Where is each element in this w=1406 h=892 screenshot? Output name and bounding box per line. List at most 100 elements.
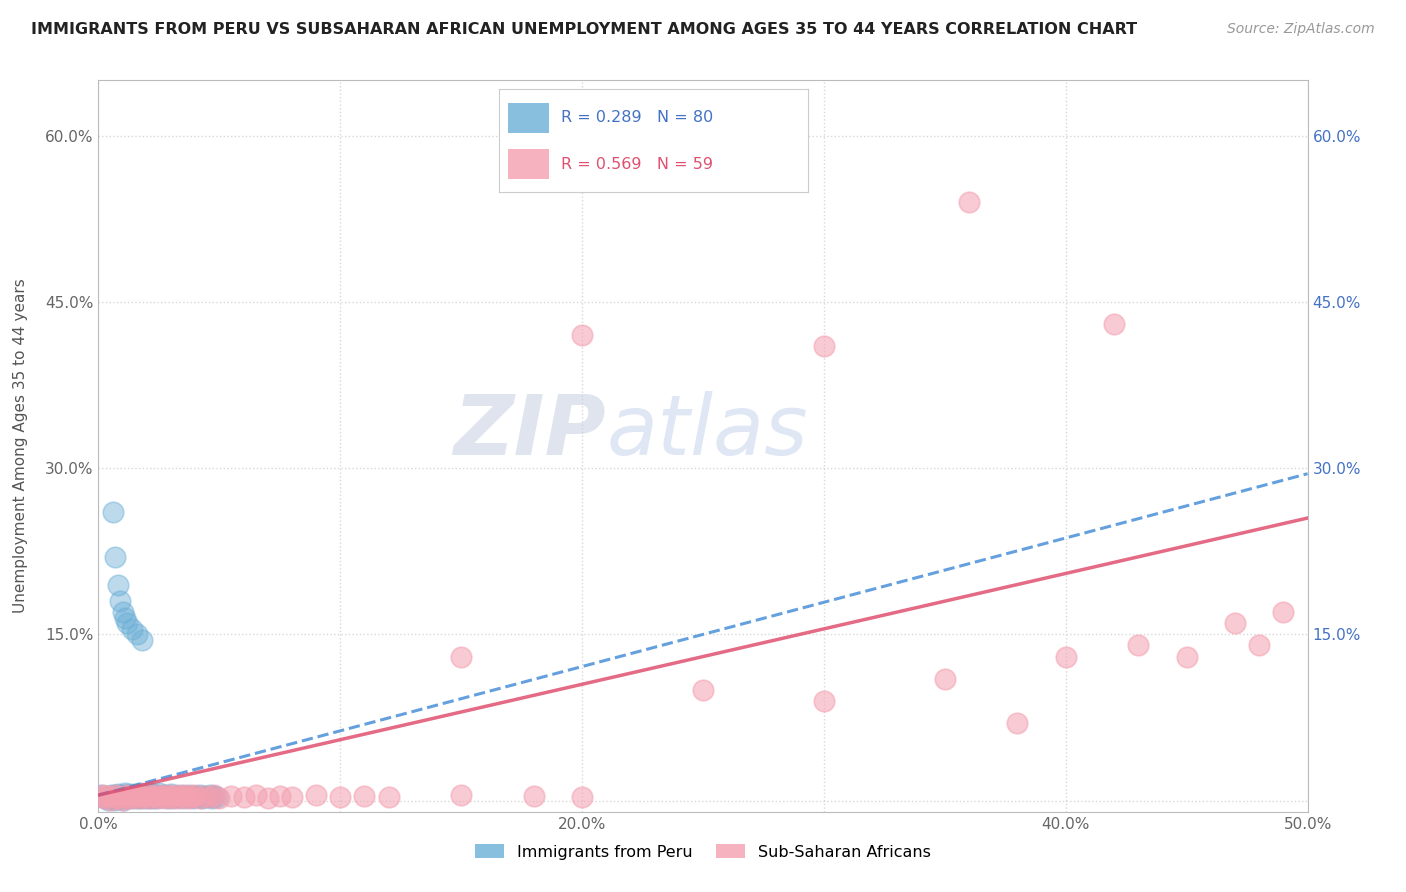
Point: [90, 790, 112, 805]
Text: R = 0.289   N = 80: R = 0.289 N = 80: [561, 111, 713, 126]
Point: [135, 788, 157, 802]
Point: [305, 788, 328, 802]
Point: [127, 788, 149, 802]
Point: [191, 791, 214, 805]
Point: [1128, 639, 1150, 653]
Point: [111, 792, 134, 806]
Point: [117, 616, 139, 631]
Point: [101, 506, 124, 520]
Point: [194, 789, 217, 804]
Point: [100, 790, 122, 805]
Point: [114, 786, 136, 800]
Point: [124, 787, 146, 801]
Point: [94, 791, 117, 805]
Point: [114, 790, 136, 805]
Point: [141, 788, 163, 802]
Point: [232, 790, 254, 805]
Point: [692, 682, 714, 697]
Point: [114, 790, 136, 805]
Text: ZIP: ZIP: [454, 391, 606, 472]
Point: [150, 789, 173, 804]
Point: [107, 787, 129, 801]
Point: [813, 339, 835, 353]
Point: [188, 788, 211, 802]
Point: [128, 790, 150, 805]
Point: [117, 788, 139, 802]
Point: [108, 791, 131, 805]
Legend: Immigrants from Peru, Sub-Saharan Africans: Immigrants from Peru, Sub-Saharan Africa…: [468, 838, 938, 866]
Point: [957, 195, 980, 210]
Point: [162, 791, 184, 805]
Point: [128, 786, 150, 800]
Point: [165, 788, 187, 802]
Point: [934, 672, 956, 686]
Point: [111, 605, 134, 619]
Point: [107, 790, 129, 805]
Point: [1007, 716, 1029, 731]
Y-axis label: Unemployment Among Ages 35 to 44 years: Unemployment Among Ages 35 to 44 years: [14, 278, 28, 614]
Point: [162, 790, 184, 805]
Text: atlas: atlas: [606, 391, 808, 472]
Point: [172, 790, 194, 805]
Point: [160, 787, 183, 801]
Point: [165, 789, 187, 804]
Point: [1175, 649, 1198, 664]
Point: [128, 791, 150, 805]
Point: [104, 788, 127, 802]
Point: [167, 790, 190, 805]
Point: [101, 790, 124, 805]
Point: [104, 792, 127, 806]
Point: [127, 791, 149, 805]
Point: [523, 789, 546, 804]
Point: [111, 788, 134, 802]
Point: [134, 790, 156, 805]
Point: [169, 789, 191, 804]
Point: [141, 789, 163, 804]
Point: [148, 786, 170, 800]
Point: [204, 789, 226, 804]
Point: [353, 789, 375, 804]
Point: [188, 791, 211, 805]
Point: [108, 594, 131, 608]
Point: [152, 790, 174, 805]
Point: [121, 622, 143, 636]
Point: [194, 789, 217, 804]
Point: [121, 791, 143, 805]
Point: [205, 790, 228, 805]
Point: [127, 788, 149, 802]
Point: [155, 788, 177, 802]
Point: [97, 789, 120, 804]
Point: [114, 611, 136, 625]
Point: [160, 789, 183, 804]
Point: [118, 790, 141, 805]
Point: [131, 789, 153, 804]
Point: [184, 789, 207, 804]
Point: [131, 632, 153, 647]
Point: [157, 789, 180, 804]
Text: Source: ZipAtlas.com: Source: ZipAtlas.com: [1227, 22, 1375, 37]
Point: [571, 790, 593, 805]
Point: [131, 788, 153, 802]
Point: [269, 789, 291, 804]
Point: [107, 791, 129, 805]
FancyBboxPatch shape: [509, 103, 548, 133]
Point: [104, 788, 127, 802]
Point: [150, 790, 173, 805]
Point: [198, 790, 221, 805]
Point: [118, 791, 141, 805]
Point: [100, 792, 122, 806]
Point: [181, 791, 204, 805]
Point: [1223, 616, 1246, 631]
Point: [124, 790, 146, 805]
Point: [1249, 639, 1271, 653]
Point: [148, 791, 170, 805]
Point: [127, 627, 149, 641]
Point: [118, 787, 141, 801]
Point: [450, 788, 472, 802]
Point: [135, 788, 157, 802]
Text: IMMIGRANTS FROM PERU VS SUBSAHARAN AFRICAN UNEMPLOYMENT AMONG AGES 35 TO 44 YEAR: IMMIGRANTS FROM PERU VS SUBSAHARAN AFRIC…: [31, 22, 1137, 37]
Point: [571, 328, 593, 343]
Point: [1054, 649, 1077, 664]
Point: [184, 788, 207, 802]
Point: [143, 790, 166, 805]
